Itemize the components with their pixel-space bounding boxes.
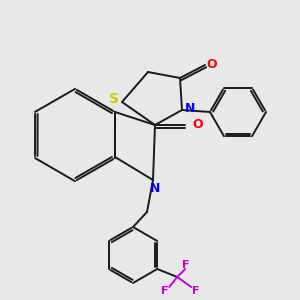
Text: O: O (207, 58, 217, 71)
Text: F: F (182, 260, 190, 270)
Text: O: O (192, 118, 202, 131)
Text: N: N (150, 182, 160, 194)
Text: F: F (193, 286, 200, 296)
Text: N: N (185, 101, 195, 115)
Text: S: S (109, 92, 119, 106)
Text: F: F (161, 286, 169, 296)
